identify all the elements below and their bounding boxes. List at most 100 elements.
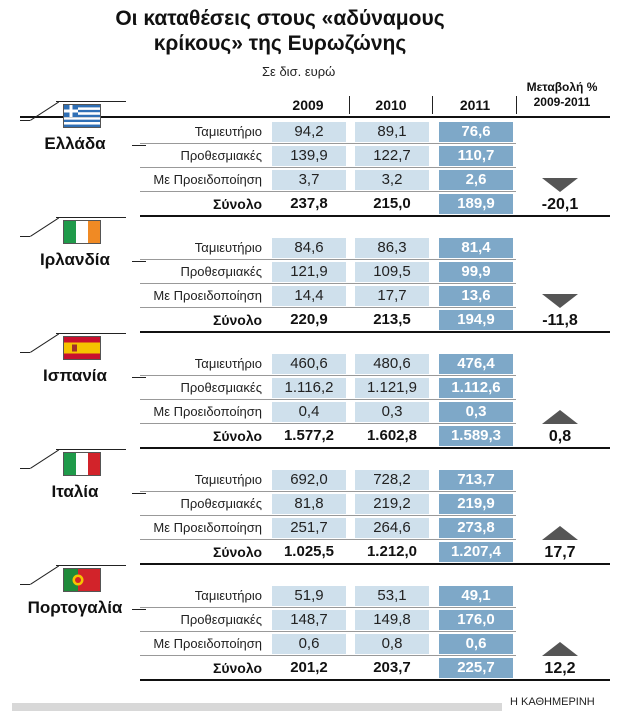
country-label: Ιρλανδία	[10, 217, 146, 344]
table-cell-2009: 14,4	[272, 286, 346, 306]
triangle-up-icon	[542, 526, 578, 540]
table-cell-2010: 86,3	[355, 238, 429, 258]
table-cell-2011: 81,4	[439, 238, 513, 258]
row-rule	[140, 655, 516, 656]
italy-flag	[63, 452, 101, 476]
table-cell-2011: 2,6	[439, 170, 513, 190]
table-cell-2010: 0,3	[355, 402, 429, 422]
table-cell-2011: 176,0	[439, 610, 513, 630]
portugal-flag	[63, 568, 101, 592]
triangle-down-icon	[542, 294, 578, 308]
table-cell-2010: 17,7	[355, 286, 429, 306]
table-cell-2010: 0,8	[355, 634, 429, 654]
country-label: Ιταλία	[10, 449, 146, 576]
row-rule	[140, 631, 516, 632]
table-cell-2010: 1.121,9	[355, 378, 429, 398]
table-cell-2010: 149,8	[355, 610, 429, 630]
change-header-line-1: Μεταβολή %	[526, 80, 598, 94]
table-cell-2009: 51,9	[272, 586, 346, 606]
table-cell-2009: 1.116,2	[272, 378, 346, 398]
row-label-total: Σύνολο	[212, 660, 262, 676]
table-cell-2011: 1.207,4	[439, 542, 513, 562]
table-cell-2010: 219,2	[355, 494, 429, 514]
row-rule	[140, 307, 516, 308]
header-separator	[432, 96, 433, 114]
table-cell-2009: 81,8	[272, 494, 346, 514]
bracket-line	[56, 217, 126, 218]
table-cell-2009: 692,0	[272, 470, 346, 490]
change-value: 17,7	[544, 544, 576, 561]
row-rule	[140, 167, 516, 168]
total-rule	[140, 331, 610, 333]
country-name: Ιρλανδία	[40, 250, 110, 269]
country-name: Πορτογαλία	[27, 598, 123, 617]
row-label: Με Προειδοποίηση	[153, 288, 262, 303]
table-cell-2009: 251,7	[272, 518, 346, 538]
bracket-line	[20, 584, 30, 585]
country-name: Ισπανία	[43, 366, 107, 385]
table-cell-2010: 728,2	[355, 470, 429, 490]
row-label: Με Προειδοποίηση	[153, 636, 262, 651]
country-name: Ιταλία	[51, 482, 99, 501]
bracket-line	[20, 352, 30, 353]
row-label: Με Προειδοποίηση	[153, 172, 262, 187]
table-cell-2009: 94,2	[272, 122, 346, 142]
table-cell-2010: 1.602,8	[366, 427, 418, 444]
row-label-total: Σύνολο	[212, 428, 262, 444]
total-rule	[140, 563, 610, 565]
row-rule	[140, 143, 516, 144]
unit-label: Σε δισ. ευρώ	[262, 64, 336, 79]
triangle-up-icon	[542, 642, 578, 656]
column-header-2011: 2011	[459, 97, 491, 113]
change-value: 0,8	[548, 428, 572, 445]
bracket-line	[56, 449, 126, 450]
table-cell-2010: 213,5	[373, 311, 411, 328]
pointer-line	[132, 609, 146, 610]
row-label: Ταμιευτήριο	[194, 472, 262, 487]
change-header-line-2: 2009-2011	[533, 95, 591, 109]
table-cell-2011: 1.589,3	[439, 426, 513, 446]
row-label-total: Σύνολο	[212, 196, 262, 212]
table-cell-2011: 189,9	[439, 194, 513, 214]
table-cell-2011: 49,1	[439, 586, 513, 606]
row-rule	[140, 539, 516, 540]
pointer-line	[132, 493, 146, 494]
spain-flag	[63, 336, 101, 360]
ireland-flag	[63, 220, 101, 244]
country-label: Ελλάδα	[10, 101, 146, 228]
table-cell-2009: 148,7	[272, 610, 346, 630]
column-header-2009: 2009	[292, 97, 324, 113]
table-cell-2010: 109,5	[355, 262, 429, 282]
table-cell-2009: 0,4	[272, 402, 346, 422]
table-cell-2011: 76,6	[439, 122, 513, 142]
table-cell-2011: 219,9	[439, 494, 513, 514]
total-rule	[140, 679, 610, 681]
table-cell-2009: 220,9	[290, 311, 328, 328]
table-cell-2010: 203,7	[373, 659, 411, 676]
table-cell-2010: 264,6	[355, 518, 429, 538]
row-rule	[140, 375, 516, 376]
table-cell-2011: 476,4	[439, 354, 513, 374]
header-separator	[349, 96, 350, 114]
table-cell-2009: 237,8	[290, 195, 328, 212]
row-label: Προθεσμιακές	[180, 264, 262, 279]
row-label: Προθεσμιακές	[180, 148, 262, 163]
table-cell-2011: 13,6	[439, 286, 513, 306]
row-rule	[140, 191, 516, 192]
table-cell-2009: 3,7	[272, 170, 346, 190]
row-label-total: Σύνολο	[212, 312, 262, 328]
change-value: -20,1	[541, 196, 579, 213]
table-cell-2009: 460,6	[272, 354, 346, 374]
table-cell-2009: 201,2	[290, 659, 328, 676]
table-cell-2011: 225,7	[439, 658, 513, 678]
bracket-line	[20, 468, 30, 469]
source-credit: Η ΚΑΘΗΜΕΡΙΝΗ	[510, 696, 595, 708]
table-cell-2010: 1.212,0	[366, 543, 418, 560]
bracket-line	[20, 120, 30, 121]
row-rule	[140, 423, 516, 424]
table-cell-2011: 0,6	[439, 634, 513, 654]
row-label: Ταμιευτήριο	[194, 240, 262, 255]
header-rule	[20, 116, 610, 118]
row-label: Ταμιευτήριο	[194, 588, 262, 603]
